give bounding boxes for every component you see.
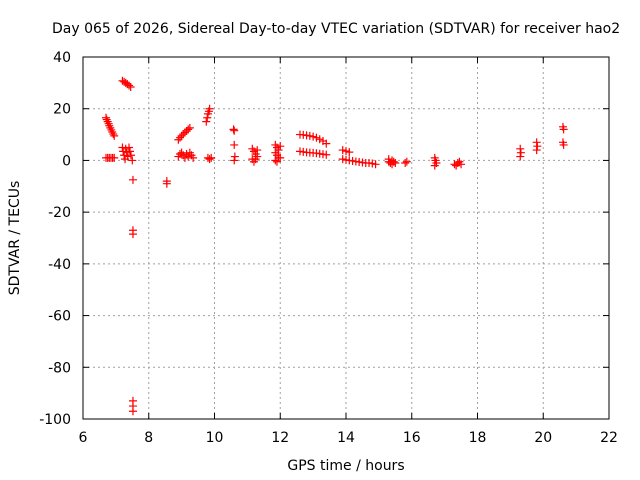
data-point bbox=[559, 140, 568, 149]
data-point bbox=[309, 132, 318, 141]
data-point bbox=[110, 153, 119, 162]
data-point bbox=[384, 155, 393, 164]
data-point bbox=[533, 142, 542, 151]
data-point bbox=[322, 150, 331, 159]
data-point bbox=[368, 159, 377, 168]
y-tick-label: -40 bbox=[48, 257, 71, 273]
x-tick-label: 18 bbox=[469, 430, 487, 446]
data-point bbox=[128, 230, 137, 239]
data-point bbox=[345, 148, 354, 157]
data-point bbox=[123, 152, 132, 161]
data-point bbox=[401, 159, 410, 168]
data-point bbox=[430, 161, 439, 170]
x-tick-label: 14 bbox=[337, 430, 355, 446]
data-point bbox=[125, 81, 134, 90]
data-point bbox=[388, 156, 397, 165]
y-tick-label: -20 bbox=[48, 205, 71, 221]
data-point bbox=[455, 157, 464, 166]
x-tick-label: 20 bbox=[534, 430, 552, 446]
y-tick-label: 40 bbox=[53, 50, 71, 66]
grid-lines bbox=[83, 57, 609, 419]
x-tick-label: 8 bbox=[144, 430, 153, 446]
data-point bbox=[338, 155, 347, 164]
data-point bbox=[251, 155, 260, 164]
x-tick-label: 16 bbox=[403, 430, 421, 446]
data-point bbox=[110, 131, 119, 140]
data-point bbox=[122, 148, 131, 157]
x-tick-label: 6 bbox=[79, 430, 88, 446]
data-point bbox=[180, 153, 189, 162]
data-point bbox=[109, 130, 118, 139]
y-tick-label: -60 bbox=[48, 309, 71, 325]
data-point bbox=[516, 144, 525, 153]
data-point bbox=[305, 131, 314, 140]
data-point bbox=[126, 82, 135, 91]
data-point bbox=[126, 151, 135, 160]
y-tick-label: -80 bbox=[48, 360, 71, 376]
data-point bbox=[184, 152, 193, 161]
data-point bbox=[315, 135, 324, 144]
data-point bbox=[203, 113, 212, 122]
data-point bbox=[516, 152, 525, 161]
data-point bbox=[162, 179, 171, 188]
x-tick-label: 10 bbox=[206, 430, 224, 446]
data-point bbox=[559, 125, 568, 134]
data-points bbox=[102, 76, 568, 416]
y-tick-label: 20 bbox=[53, 102, 71, 118]
data-point bbox=[126, 147, 135, 156]
data-point bbox=[312, 133, 321, 142]
data-point bbox=[205, 104, 214, 113]
y-axis-label: SDTVAR / TECUs bbox=[7, 181, 23, 296]
data-point bbox=[389, 157, 398, 166]
data-point bbox=[371, 160, 380, 169]
data-point bbox=[516, 148, 525, 157]
data-point bbox=[128, 175, 137, 184]
data-point bbox=[229, 125, 238, 134]
data-point bbox=[207, 153, 216, 162]
x-tick-label: 22 bbox=[600, 430, 618, 446]
data-point bbox=[205, 155, 214, 164]
data-point bbox=[322, 139, 331, 148]
data-point bbox=[175, 133, 184, 142]
data-point bbox=[253, 146, 262, 155]
plot-frame bbox=[82, 56, 610, 420]
data-point bbox=[185, 123, 194, 132]
data-point bbox=[128, 407, 137, 416]
data-point bbox=[230, 126, 239, 135]
data-point bbox=[402, 157, 411, 166]
y-tick-label: -100 bbox=[39, 412, 71, 428]
data-point bbox=[189, 153, 198, 162]
data-point bbox=[184, 125, 193, 134]
x-tick-labels: 6 8 10 12 14 16 18 20 22 bbox=[79, 430, 618, 446]
data-point bbox=[532, 138, 541, 147]
data-point bbox=[276, 153, 285, 162]
data-point bbox=[230, 156, 239, 165]
data-point bbox=[202, 117, 211, 126]
x-tick-label: 12 bbox=[271, 430, 289, 446]
x-axis-label: GPS time / hours bbox=[287, 458, 404, 474]
data-point bbox=[177, 131, 186, 140]
chart-title: Day 065 of 2026, Sidereal Day-to-day VTE… bbox=[52, 21, 620, 37]
data-point bbox=[532, 146, 541, 155]
data-point bbox=[272, 157, 281, 166]
data-point bbox=[128, 156, 137, 165]
data-point bbox=[125, 143, 134, 152]
y-tick-labels: -100 -80 -60 -40 -20 0 20 40 bbox=[39, 50, 71, 428]
data-point bbox=[121, 144, 130, 153]
data-point bbox=[342, 147, 350, 156]
data-point bbox=[102, 113, 111, 122]
data-point bbox=[276, 142, 285, 151]
data-point bbox=[452, 161, 461, 170]
y-tick-label: 0 bbox=[62, 153, 71, 169]
data-point bbox=[230, 152, 239, 161]
data-point bbox=[271, 156, 280, 165]
data-point bbox=[230, 140, 239, 149]
data-point bbox=[338, 146, 347, 155]
